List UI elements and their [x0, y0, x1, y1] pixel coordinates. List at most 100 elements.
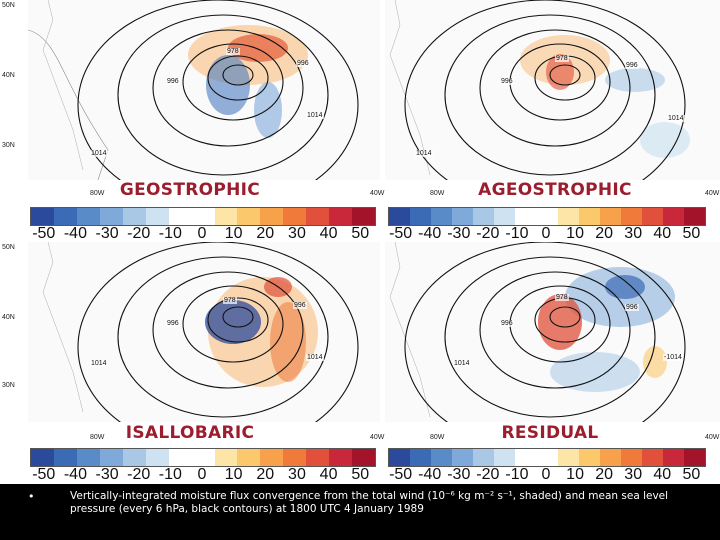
colorbar-cell — [410, 449, 432, 466]
colorbar-cell — [599, 208, 621, 225]
colorbar-cell — [352, 449, 376, 466]
colorbar-tick-label: 40 — [653, 466, 672, 483]
colorbar-tick-label: 30 — [288, 466, 306, 483]
colorbar-tick-label: 0 — [197, 466, 207, 483]
colorbar-cell — [683, 208, 705, 225]
colorbar-cell — [76, 449, 100, 466]
colorbar-cell — [237, 449, 261, 466]
colorbar-cell — [683, 449, 705, 466]
colorbar-cell — [76, 208, 100, 225]
colorbar-cell — [99, 208, 123, 225]
colorbar-cell — [389, 208, 411, 225]
lat-label: 40N — [2, 72, 15, 79]
colorbar-cell — [260, 449, 284, 466]
colorbar — [30, 448, 376, 467]
pressure-label: 1014 — [667, 115, 685, 122]
colorbar-cell — [122, 449, 146, 466]
colorbar-tick-label: 0 — [197, 225, 207, 242]
colorbar-tick-label: -30 — [95, 225, 119, 242]
colorbar-cell — [31, 208, 54, 225]
colorbar-tick-label: -50 — [32, 466, 56, 483]
pressure-label: 1014 — [306, 354, 324, 361]
pressure-label: 996 — [625, 304, 639, 311]
colorbar-tick-label: -50 — [32, 225, 56, 242]
pressure-label: 996 — [500, 320, 514, 327]
lat-label: 50N — [2, 244, 15, 251]
colorbar-cell — [536, 208, 558, 225]
panel-residual: 978 996 996 1014 -1014 — [385, 242, 720, 422]
colorbar-tick-label: -10 — [505, 225, 529, 242]
colorbar-tick-label: 30 — [624, 225, 643, 242]
colorbar-cell — [389, 449, 411, 466]
colorbar — [30, 207, 376, 226]
colorbar-cell — [662, 449, 684, 466]
lon-label: 80W — [90, 190, 105, 197]
colorbar-cell — [99, 449, 123, 466]
pressure-label: 996 — [166, 320, 180, 327]
colorbar-cell — [31, 449, 54, 466]
colorbar-cell — [494, 449, 516, 466]
colorbar-tick-label: -50 — [389, 466, 413, 483]
map-ageostrophic — [385, 0, 720, 180]
colorbar-tick-label: 10 — [566, 225, 584, 242]
panel-title-isallobaric: ISALLOBARIC — [125, 423, 255, 443]
colorbar-tick-label: -10 — [158, 225, 182, 242]
colorbar — [388, 207, 706, 226]
colorbar-cell — [168, 208, 192, 225]
colorbar-cell — [237, 208, 261, 225]
colorbar-cell — [214, 208, 238, 225]
panel-title-geostrophic: GEOSTROPHIC — [119, 180, 261, 200]
pressure-label: 978 — [226, 48, 240, 55]
slide: 50N 80W 978 996 996 1014 1014 50N 40N 30… — [0, 0, 720, 484]
pressure-label: 996 — [625, 62, 639, 69]
lat-label: 30N — [2, 382, 15, 389]
caption: • Vertically-integrated moisture flux co… — [0, 484, 720, 540]
colorbar-tick-label: -10 — [505, 466, 529, 483]
colorbar-cell — [329, 208, 353, 225]
colorbar-cell — [53, 208, 77, 225]
lon-label: 40W — [705, 434, 720, 441]
lon-label: 80W — [430, 434, 445, 441]
colorbar-labels: -50 -40 -30 -20 -10 0 10 20 30 40 50 — [388, 225, 704, 243]
lon-label: 40W — [705, 190, 720, 197]
colorbar-cell — [283, 449, 307, 466]
pressure-label: 1014 — [90, 150, 108, 157]
colorbar-tick-label: -50 — [389, 225, 413, 242]
colorbar-cell — [410, 208, 432, 225]
colorbar-tick-label: 0 — [541, 466, 551, 483]
colorbar-labels: -50 -40 -30 -20 -10 0 10 20 30 40 50 — [388, 466, 704, 484]
pressure-label: 996 — [296, 60, 310, 67]
colorbar-cell — [260, 208, 284, 225]
pressure-label: 996 — [293, 302, 307, 309]
colorbar-cell — [473, 449, 495, 466]
colorbar-tick-label: 10 — [224, 466, 243, 483]
caption-bullet: • — [28, 490, 35, 503]
panel-title-residual: RESIDUAL — [501, 423, 599, 443]
pressure-label: -1014 — [663, 354, 683, 361]
colorbar-cell — [145, 449, 169, 466]
colorbar-cell — [191, 449, 215, 466]
pressure-label: 1014 — [453, 360, 471, 367]
colorbar-cell — [641, 449, 663, 466]
colorbar-tick-label: -40 — [418, 225, 442, 242]
colorbar-cell — [191, 208, 215, 225]
colorbar-tick-label: -20 — [476, 466, 500, 483]
colorbar-cell — [329, 449, 353, 466]
lon-label: 80W — [90, 434, 105, 441]
colorbar-cell — [352, 208, 376, 225]
pressure-label: 978 — [555, 294, 569, 301]
colorbar-cell — [620, 449, 642, 466]
colorbar-cell — [53, 449, 77, 466]
map-residual — [385, 242, 720, 422]
colorbar-cell — [306, 449, 330, 466]
colorbar-tick-label: 30 — [624, 466, 643, 483]
panel-ageostrophic: 978 996 996 1014 1014 — [385, 0, 720, 180]
colorbar-cell — [306, 208, 330, 225]
colorbar-tick-label: -30 — [447, 225, 471, 242]
colorbar-cell — [557, 208, 579, 225]
colorbar-cell — [168, 449, 192, 466]
colorbar-cell — [122, 208, 146, 225]
colorbar-tick-label: -20 — [127, 466, 151, 483]
colorbar-tick-label: -10 — [158, 466, 182, 483]
colorbar-cell — [473, 208, 495, 225]
